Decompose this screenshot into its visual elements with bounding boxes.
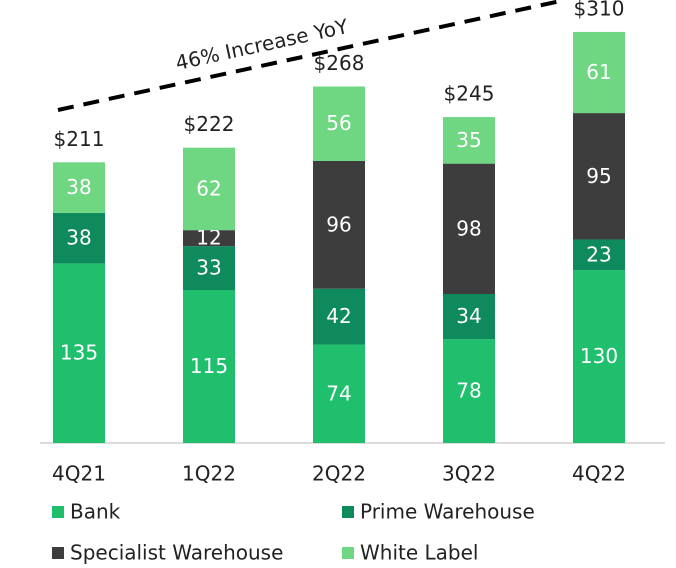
value-label: 115	[190, 354, 228, 378]
bar-segment	[443, 163, 495, 295]
legend-swatch	[52, 506, 64, 518]
x-tick-label: 1Q22	[182, 462, 236, 486]
value-label: 56	[326, 111, 351, 135]
legend-label: White Label	[360, 541, 478, 565]
bar-segment	[183, 290, 235, 443]
bar-segment	[443, 117, 495, 164]
value-label: 95	[586, 164, 611, 188]
bar-segment	[53, 212, 105, 264]
bar-segment	[573, 239, 625, 271]
legend-swatch	[52, 547, 64, 559]
value-label: 35	[456, 128, 481, 152]
value-label: 61	[586, 60, 611, 84]
bar-segment	[53, 263, 105, 443]
value-label: 98	[456, 216, 481, 240]
value-label: 74	[326, 381, 351, 405]
value-label: 34	[456, 304, 481, 328]
bar-segment	[443, 339, 495, 443]
total-label: $268	[314, 51, 365, 75]
value-label: 38	[66, 175, 91, 199]
x-tick-label: 2Q22	[312, 462, 366, 486]
value-label: 130	[580, 344, 618, 368]
bar-segment	[313, 160, 365, 289]
bar-segment	[313, 344, 365, 443]
total-label: $310	[574, 0, 625, 20]
legend-swatch	[342, 506, 354, 518]
bar-segment	[573, 113, 625, 240]
legend-label: Prime Warehouse	[360, 500, 535, 524]
value-label: 62	[196, 176, 221, 200]
legend-label: Specialist Warehouse	[70, 541, 283, 565]
bar-segment	[183, 230, 235, 247]
trend-line	[57, 0, 566, 112]
bar-segment	[573, 270, 625, 443]
value-label: 42	[326, 304, 351, 328]
value-label: 78	[456, 379, 481, 403]
bar-segment	[573, 31, 625, 114]
value-label: 38	[66, 226, 91, 250]
bar-segment	[183, 147, 235, 231]
bar-segment	[313, 86, 365, 161]
legend-swatch	[342, 547, 354, 559]
legend-label: Bank	[70, 500, 121, 524]
value-label: 135	[60, 341, 98, 365]
bar-segment	[183, 246, 235, 291]
bar-segment	[313, 288, 365, 345]
x-tick-label: 4Q21	[52, 462, 106, 486]
value-label: 23	[586, 242, 611, 266]
value-label: 96	[326, 212, 351, 236]
value-label: 33	[196, 256, 221, 280]
x-tick-label: 4Q22	[572, 462, 626, 486]
bar-segment	[53, 162, 105, 213]
total-label: $222	[184, 112, 235, 136]
x-tick-label: 3Q22	[442, 462, 496, 486]
bar-segment	[443, 294, 495, 340]
total-label: $245	[444, 82, 495, 106]
total-label: $211	[54, 127, 105, 151]
